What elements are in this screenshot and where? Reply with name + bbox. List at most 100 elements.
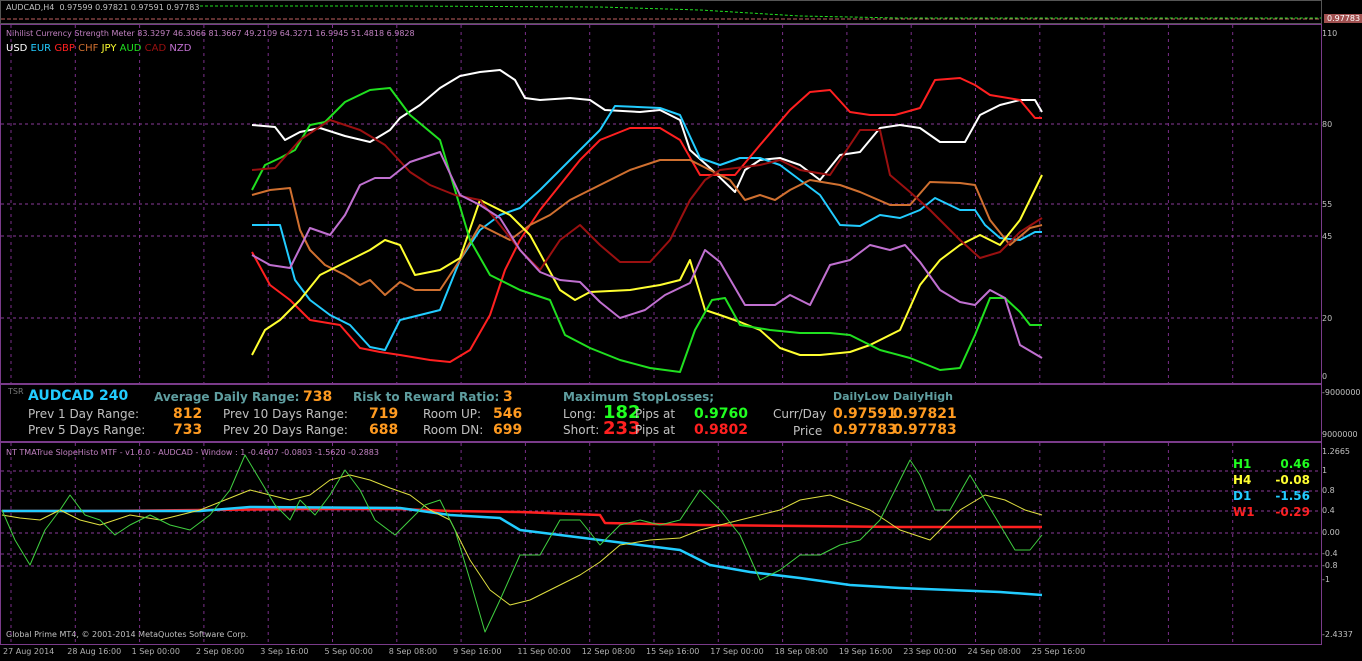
curr-low: 0.97591	[833, 406, 897, 422]
prev1-label: Prev 1 Day Range:	[28, 407, 140, 421]
readout-tf: W1	[1233, 505, 1255, 519]
date-label: 24 Sep 08:00	[967, 647, 1021, 656]
date-label: 15 Sep 16:00	[646, 647, 700, 656]
short-value: 233	[603, 418, 641, 439]
prev5-label: Prev 5 Days Range:	[28, 423, 146, 437]
tsr-axis-top: -9000000	[1322, 388, 1361, 397]
date-label: 12 Sep 08:00	[581, 647, 636, 656]
date-label: 2 Sep 08:00	[195, 647, 245, 656]
currday-label: Curr/Day	[773, 407, 827, 421]
slope-axis-tick: 1.2665	[1322, 447, 1350, 456]
legend-aud: AUD	[119, 43, 145, 54]
dailyhigh-label: DailyHigh	[893, 390, 953, 403]
price-label: Price	[793, 424, 823, 438]
prev20-value: 688	[369, 422, 399, 438]
legend-eur: EUR	[30, 43, 55, 54]
date-label: 5 Sep 00:00	[324, 647, 373, 656]
readout-tf: H1	[1233, 457, 1252, 471]
short-pips-label: Pips at	[635, 423, 676, 437]
readout-value: -0.29	[1275, 505, 1310, 519]
date-label: 9 Sep 16:00	[453, 647, 502, 656]
csm-line-usd	[251, 69, 1043, 193]
prev10-label: Prev 10 Days Range:	[223, 407, 348, 421]
tsr-axis-bottom: 9000000	[1322, 430, 1358, 439]
slope-axis-tick: 0.00	[1322, 528, 1340, 537]
csm-line-eur	[252, 105, 1042, 351]
short-label: Short:	[563, 423, 600, 437]
symbol-title: AUDCAD,H4 0.97599 0.97821 0.97591 0.9778…	[6, 3, 199, 12]
slope-h4	[1, 474, 1043, 606]
rr-value: 3	[503, 389, 513, 405]
long-label: Long:	[563, 407, 597, 421]
short-price: 0.9802	[694, 422, 749, 438]
legend-cad: CAD	[144, 43, 170, 54]
long-price: 0.9760	[694, 406, 749, 422]
currency-strength-window[interactable]	[0, 24, 1322, 384]
slope-h1	[1, 454, 1043, 633]
maxsl-label: Maximum StopLosses;	[563, 390, 715, 404]
csm-line-aud	[251, 87, 1042, 373]
adr-label: Average Daily Range:	[154, 390, 300, 404]
date-label: 25 Sep 16:00	[1031, 647, 1086, 656]
legend-jpy: JPY	[101, 43, 120, 54]
date-label: 19 Sep 16:00	[838, 647, 893, 656]
date-label: 27 Aug 2014	[3, 647, 55, 656]
csm-line-cad	[251, 119, 1043, 271]
csm-axis-tick: 45	[1322, 232, 1333, 241]
csm-axis-tick: 80	[1322, 120, 1333, 129]
csm-title: Nihilist Currency Strength Meter 83.3297…	[6, 29, 415, 38]
date-label: 23 Sep 00:00	[903, 647, 957, 656]
slope-title: NT TMATrue SlopeHisto MTF - v1.0.0 - AUD…	[6, 448, 379, 457]
slope-axis-tick: -0.8	[1322, 561, 1338, 570]
dailylow-label: DailyLow	[833, 390, 889, 403]
slope-d1	[2, 505, 1043, 597]
slope-axis-tick: -0.4	[1322, 549, 1338, 558]
legend-nzd: NZD	[169, 43, 192, 54]
price-high: 0.97783	[893, 422, 957, 438]
legend-usd: USD	[6, 43, 31, 54]
slope-axis-tick: 0.8	[1322, 486, 1335, 495]
csm-axis-tick: 0	[1322, 372, 1328, 381]
long-pips-label: Pips at	[635, 407, 676, 421]
price-low: 0.97783	[833, 422, 897, 438]
slope-axis-tick: -2.4337	[1322, 630, 1353, 639]
prev20-label: Prev 20 Days Range:	[223, 423, 348, 437]
date-label: 17 Sep 00:00	[710, 647, 764, 656]
curr-high: 0.97821	[893, 406, 957, 422]
roomup-value: 546	[493, 406, 523, 422]
csm-axis-tick: 20	[1322, 314, 1333, 323]
price-badge: 0.97783	[1324, 14, 1362, 23]
readout-value: 0.46	[1280, 457, 1310, 471]
csm-legend: USD EUR GBP CHF JPY AUD CAD NZD	[6, 43, 191, 54]
roomdn-label: Room DN:	[423, 423, 484, 437]
prev1-value: 812	[173, 406, 203, 422]
readout-value: -1.56	[1275, 489, 1310, 503]
readout-value: -0.08	[1275, 473, 1310, 487]
price-line	[200, 5, 1321, 19]
legend-gbp: GBP	[54, 43, 79, 54]
csm-axis-tick: 110	[1322, 29, 1338, 38]
ohlc-values: 0.97599 0.97821 0.97591 0.97783	[59, 3, 200, 12]
slope-axis-tick: 1	[1322, 466, 1328, 475]
tsr-window[interactable]	[0, 384, 1322, 442]
csm-axis-tick: 55	[1322, 200, 1333, 209]
readout-tf: D1	[1233, 489, 1252, 503]
prev5-value: 733	[173, 422, 203, 438]
roomdn-value: 699	[493, 422, 523, 438]
date-label: 8 Sep 08:00	[388, 647, 438, 656]
symbol-name: AUDCAD,H4	[6, 3, 55, 12]
copyright: Global Prime MT4, © 2001-2014 MetaQuotes…	[6, 630, 249, 639]
date-label: 3 Sep 16:00	[260, 647, 309, 656]
date-label: 28 Aug 16:00	[67, 647, 122, 656]
csm-line-jpy	[251, 174, 1043, 356]
roomup-label: Room UP:	[423, 407, 482, 421]
slope-axis-tick: -1	[1322, 575, 1330, 584]
long-value: 182	[603, 402, 641, 423]
date-label: 11 Sep 00:00	[517, 647, 571, 656]
slope-histo-window[interactable]	[0, 442, 1322, 645]
tsr-tag: TSR	[8, 387, 24, 396]
tsr-pair: AUDCAD 240	[28, 388, 129, 404]
readout-tf: H4	[1233, 473, 1252, 487]
price-window[interactable]	[0, 0, 1322, 24]
